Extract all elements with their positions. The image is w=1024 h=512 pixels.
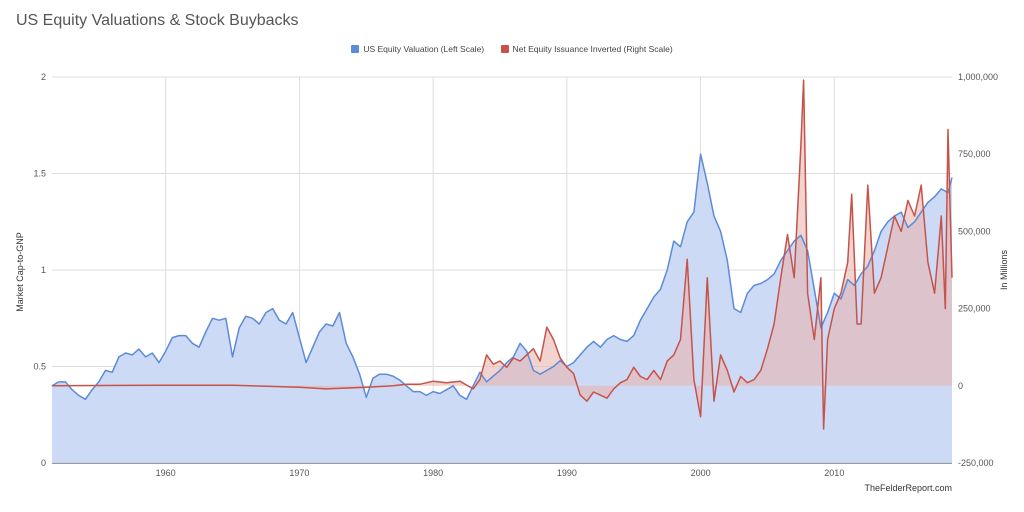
legend-item-issuance[interactable]: Net Equity Issuance Inverted (Right Scal… xyxy=(500,44,673,54)
y-tick-right-label: -250,000 xyxy=(958,458,994,468)
y-tick-left-label: 0 xyxy=(41,458,46,468)
legend-label-issuance: Net Equity Issuance Inverted (Right Scal… xyxy=(512,44,673,54)
series-areas xyxy=(52,80,952,463)
y-tick-left-label: 1 xyxy=(41,265,46,275)
y-tick-right-label: 0 xyxy=(958,381,963,391)
legend-swatch-issuance xyxy=(500,45,509,53)
y-tick-left-label: 1.5 xyxy=(33,169,46,179)
y-tick-right-label: 500,000 xyxy=(958,226,991,236)
legend: US Equity Valuation (Left Scale) Net Equ… xyxy=(0,44,1024,55)
axis-labels: 0 0.5 1 1.5 2 -250,000 0 250,000 500,000 750,000 1… xyxy=(33,72,998,478)
x-tick-label: 1990 xyxy=(557,468,577,478)
x-tick-label: 1970 xyxy=(289,468,309,478)
legend-item-valuation[interactable]: US Equity Valuation (Left Scale) xyxy=(351,44,484,54)
series-lines xyxy=(51,79,953,430)
y-tick-left-label: 2 xyxy=(41,72,46,82)
chart-title: US Equity Valuations & Stock Buybacks xyxy=(16,12,299,29)
x-tick-label: 2010 xyxy=(824,468,844,478)
issuance-line xyxy=(51,79,953,430)
source-credit: TheFelderReport.com xyxy=(864,483,952,493)
x-tick-label: 1980 xyxy=(423,468,443,478)
legend-swatch-valuation xyxy=(351,45,360,53)
y-tick-right-label: 1,000,000 xyxy=(958,72,998,82)
y-tick-left-label: 0.5 xyxy=(33,362,46,372)
valuation-line xyxy=(51,153,953,401)
legend-label-valuation: US Equity Valuation (Left Scale) xyxy=(363,44,485,54)
x-tick-label: 2000 xyxy=(691,468,711,478)
y-tick-right-label: 750,000 xyxy=(958,149,991,159)
x-tick-label: 1960 xyxy=(156,468,176,478)
y-tick-right-label: 250,000 xyxy=(958,304,991,314)
